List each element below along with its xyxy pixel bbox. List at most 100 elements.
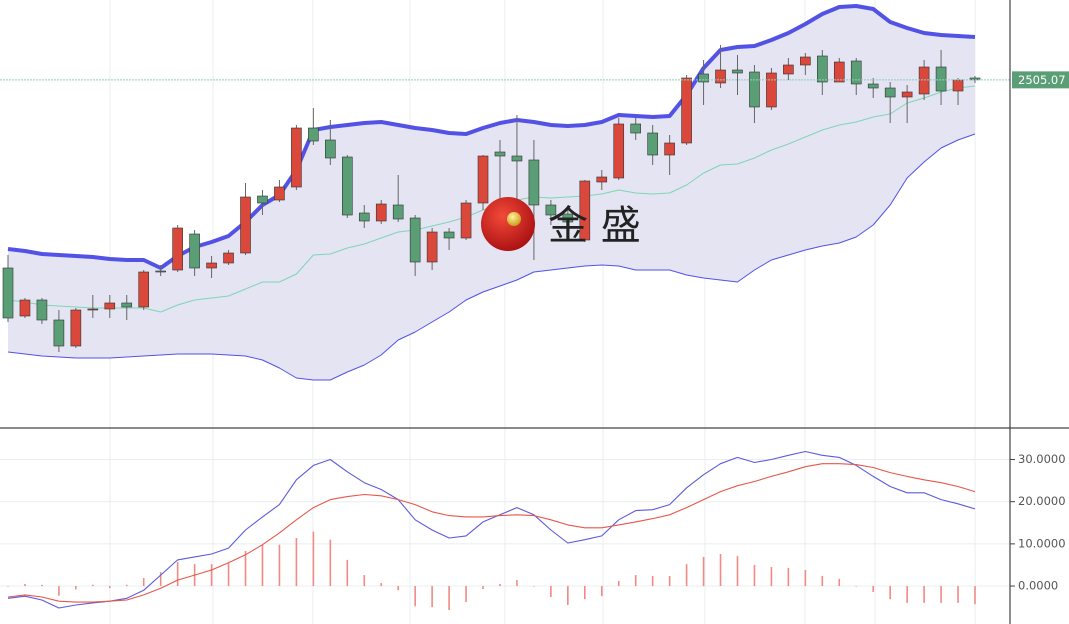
watermark-text: 金 盛 <box>548 203 641 249</box>
candle-body <box>443 231 455 239</box>
candle-body <box>715 69 726 84</box>
histogram-bar <box>770 567 773 587</box>
histogram-bar <box>600 586 603 597</box>
candle-body <box>800 56 811 66</box>
histogram-bar <box>719 553 722 587</box>
macd-line <box>7 450 976 609</box>
candle-body <box>511 155 523 162</box>
logo <box>481 197 535 251</box>
histogram-bar <box>821 575 824 587</box>
histogram-bar <box>41 584 43 587</box>
candle-body <box>392 204 404 220</box>
histogram-bar <box>24 583 26 587</box>
histogram-bar <box>210 564 213 587</box>
candle-body <box>206 262 217 269</box>
histogram-bar <box>889 586 891 600</box>
histogram-bar <box>448 586 450 611</box>
histogram-bar <box>685 564 688 587</box>
candle-body <box>613 123 625 179</box>
histogram-bar <box>295 537 298 587</box>
histogram-bar <box>855 586 858 587</box>
candle-body <box>545 204 557 216</box>
candle-body <box>138 271 150 308</box>
histogram-bar <box>363 575 366 587</box>
histogram-bar <box>7 586 9 587</box>
histogram-bar <box>584 586 586 600</box>
histogram-bar <box>397 586 399 591</box>
histogram-bar <box>92 584 94 587</box>
logo-dot <box>507 212 521 226</box>
macd-line <box>7 463 976 603</box>
candle-body <box>867 83 879 89</box>
band-fill <box>8 6 975 380</box>
histogram-bar <box>533 586 535 587</box>
candle-body <box>528 159 540 206</box>
histogram-bar <box>176 562 179 587</box>
histogram-bar <box>634 575 637 587</box>
histogram-bar <box>380 583 383 587</box>
histogram-bar <box>108 586 111 589</box>
histogram-bar <box>787 567 790 587</box>
candle-body <box>358 212 370 222</box>
candle-body <box>596 176 608 183</box>
y-tick-label: 10.0000 <box>1018 536 1066 550</box>
candle-body <box>189 233 200 269</box>
histogram-bar <box>227 562 230 587</box>
candle-body <box>664 142 675 156</box>
histogram-bar <box>753 564 756 587</box>
histogram-bar <box>414 586 416 607</box>
histogram-bar <box>804 570 807 587</box>
histogram-bar <box>668 575 671 587</box>
histogram-bar <box>261 544 264 587</box>
candle-body <box>308 127 319 142</box>
histogram-bar <box>651 575 654 587</box>
candle-body <box>749 71 760 108</box>
candle-body <box>87 308 99 311</box>
histogram-bar <box>142 578 145 587</box>
candle-body <box>36 299 48 321</box>
histogram-bar <box>312 531 315 587</box>
histogram-bar <box>550 586 552 598</box>
candle-body <box>341 156 353 216</box>
candle-body <box>223 252 234 264</box>
histogram-bar <box>957 586 959 603</box>
candle-body <box>698 73 709 83</box>
candle-body <box>817 55 828 83</box>
band-upper <box>7 4 976 270</box>
histogram-bar <box>940 586 942 603</box>
candle-body <box>274 186 285 201</box>
candle-body <box>257 195 268 204</box>
candle-body <box>952 79 964 92</box>
candle-body <box>426 231 438 263</box>
histogram-bar <box>499 583 501 587</box>
candle-body <box>291 127 302 188</box>
candle-body <box>172 227 183 271</box>
candle-body <box>783 64 794 75</box>
y-tick-label: 30.0000 <box>1018 452 1066 466</box>
y-tick-label: 20.0000 <box>1018 494 1066 508</box>
candle-body <box>935 66 947 92</box>
candle-body <box>918 66 930 95</box>
candle-body <box>240 196 251 254</box>
candle-body <box>579 180 591 241</box>
candle-body <box>850 60 862 85</box>
histogram-bar <box>125 584 128 587</box>
candle-body <box>647 132 658 156</box>
last-price-label: 2505.07 <box>1018 73 1066 87</box>
histogram-bar <box>736 556 739 587</box>
candle-body <box>70 309 82 347</box>
histogram-bar <box>838 578 841 587</box>
candle-body <box>630 123 642 134</box>
candle-body <box>901 91 913 98</box>
candle-body <box>19 299 31 317</box>
histogram-bar <box>58 586 60 596</box>
histogram-bar <box>872 586 875 592</box>
histogram-bar <box>465 586 467 603</box>
histogram-bar <box>482 586 484 589</box>
candle-body <box>732 69 743 74</box>
histogram-bar <box>329 539 332 587</box>
band-lower <box>7 133 976 381</box>
candle-body <box>833 61 845 83</box>
candle-body <box>681 77 692 144</box>
